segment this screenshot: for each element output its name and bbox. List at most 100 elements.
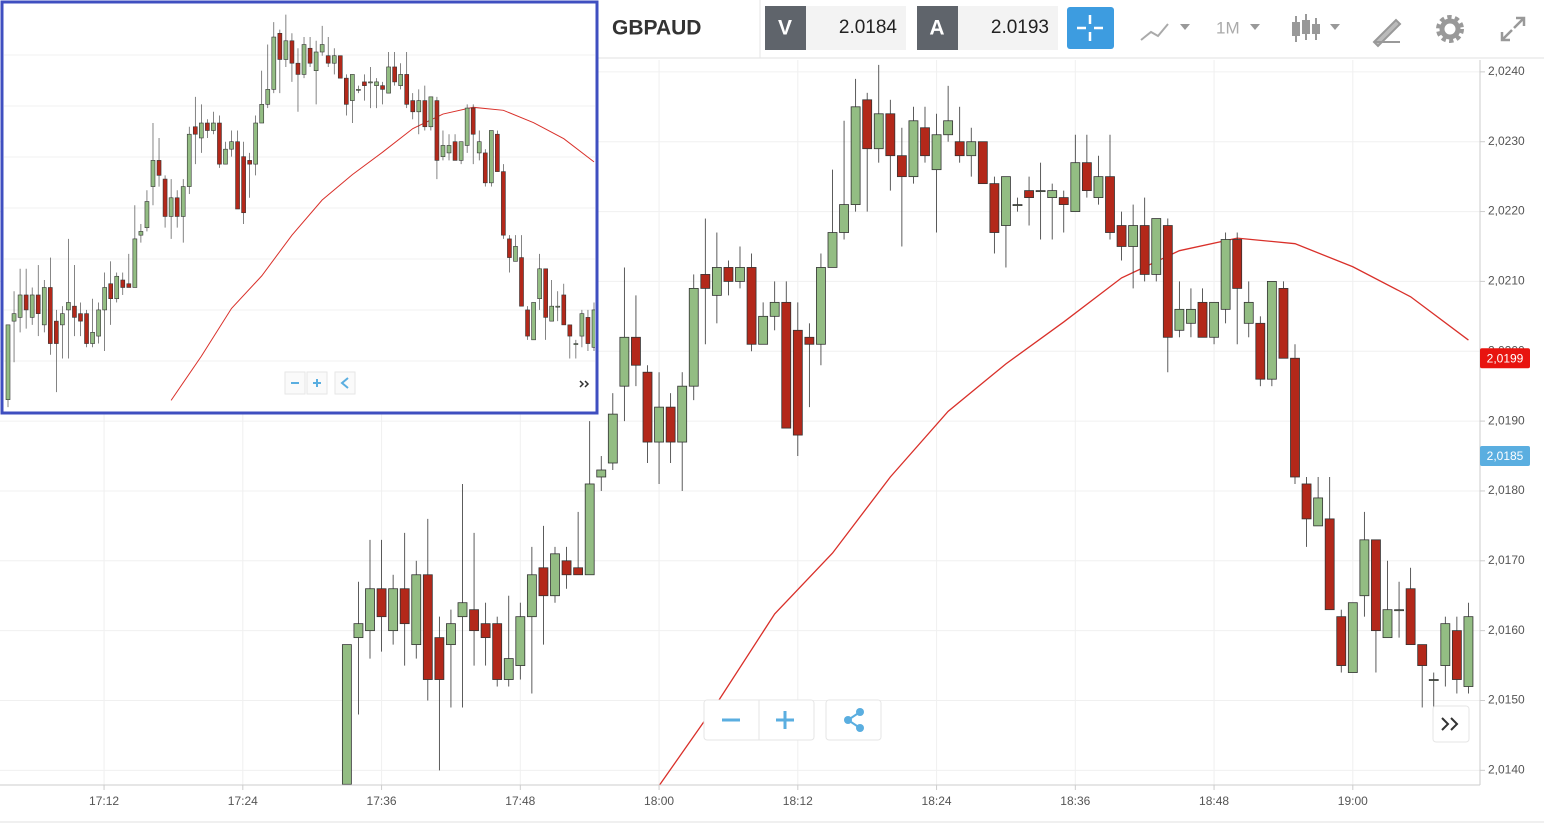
settings-button[interactable] [1436,15,1464,43]
y-tick-label: 2,0230 [1488,134,1525,148]
navigator-grid [4,54,595,362]
candle-body [584,483,595,576]
candle-body [356,89,361,91]
y-tick-label: 2,0140 [1488,763,1525,777]
candle-body [47,287,53,344]
crosshair-bg [1067,7,1114,49]
candle-body [1070,162,1081,212]
x-tick-label: 17:48 [505,794,535,808]
candle-body [1428,679,1439,681]
candle-body [943,120,954,136]
candle-body [446,623,456,646]
candle-body [84,313,89,344]
candle-body [495,133,500,172]
scroll-end-button[interactable] [1441,717,1459,731]
candle-body [380,85,385,90]
candle-body [331,55,337,64]
symbol: GBPAUD [612,17,701,40]
candle-body [162,178,168,217]
draw-tool-button[interactable] [1372,18,1402,48]
crosshair-button[interactable] [1067,7,1114,49]
chart-type-button[interactable] [1140,23,1190,41]
candle-body [515,616,526,666]
candle-body [186,133,192,187]
x-tick-label: 18:36 [1060,794,1090,808]
candle-body [5,324,11,400]
y-tick-label: 2,0170 [1488,553,1525,567]
candle-icon [1292,22,1300,36]
candle-body [631,336,641,366]
candle-body [1243,301,1254,324]
candle-body [1001,176,1011,226]
candle-body [513,246,518,262]
nav-zoom-in[interactable] [313,379,321,387]
y-tick-label: 2,0180 [1488,483,1525,497]
navigator [0,0,599,415]
candle-body [144,201,150,228]
candle-body [211,122,216,131]
candle-body [1440,623,1451,666]
candle-style-button[interactable] [1292,14,1340,42]
candle-body [1220,239,1231,310]
candle-body [1151,218,1162,275]
candle-body [480,623,491,639]
candle-body [1347,602,1358,673]
share-button[interactable] [844,708,864,732]
y-tick-label: 2,0150 [1488,693,1525,707]
candle-body [72,305,77,318]
candle-body [1081,162,1092,192]
candle-body [362,81,367,86]
candle-body [781,301,792,429]
nav-scroll-end[interactable] [579,380,590,388]
x-tick-label: 17:12 [89,794,119,808]
candle-body [126,283,132,288]
candle-body [96,309,101,337]
candle-body [816,267,826,345]
zoom-in-button[interactable] [776,711,794,729]
candle-body [388,588,399,632]
plot-area [341,64,1474,785]
candle-body [1197,301,1208,338]
y-tick-label: 2,0190 [1488,413,1525,427]
candle-body [156,160,162,176]
candle-icon [1312,24,1320,34]
x-tick-label: 18:00 [644,794,674,808]
candle-body [1174,308,1185,331]
candle-body [531,302,536,341]
candle-body [434,100,440,161]
collapse-button[interactable] [1500,16,1526,42]
y-tick-label: 2,0220 [1488,204,1525,218]
candle-body [665,406,676,443]
candle-body [446,145,452,154]
candle-body [561,560,572,576]
candle-body [1382,609,1393,639]
candle-body [839,204,849,233]
candle-body [954,141,965,157]
moving-average [170,106,595,401]
candle-body [457,602,468,618]
share-bg [825,699,882,741]
candle-body [908,120,919,178]
nav-share[interactable] [340,377,349,389]
chart-type-icon [1140,23,1169,41]
bid-label: V [778,17,792,40]
candle-body [792,329,803,436]
candle-body [440,145,446,157]
candle-body [1463,616,1474,687]
interval-button[interactable]: 1M [1216,18,1260,37]
candle-body [66,302,71,311]
candle-body [711,267,722,296]
candle-body [392,66,397,83]
candle-body [555,305,561,308]
candle-body [827,232,838,268]
candle-body [313,51,319,71]
candle-body [410,100,416,113]
candle-body [1035,190,1046,193]
candle-body [235,141,240,210]
candle-body [1266,281,1277,380]
candle-body [538,567,549,597]
candle-body [573,343,579,345]
candle-body [422,100,428,128]
share-dot [856,708,864,716]
